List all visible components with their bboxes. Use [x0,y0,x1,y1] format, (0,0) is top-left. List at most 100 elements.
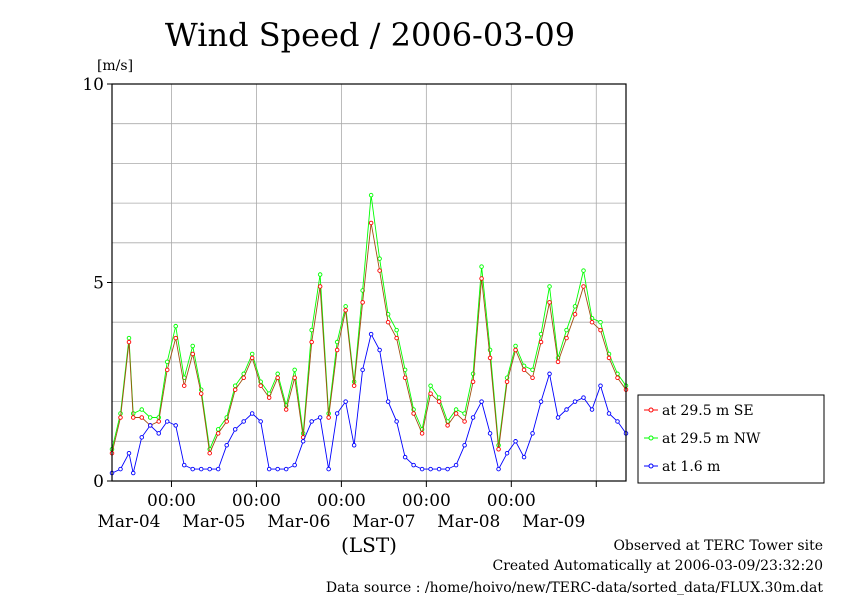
x-time-label: 00:00 [317,491,366,511]
data-point [521,367,527,373]
data-point [572,399,578,404]
grid [112,84,626,481]
data-point [334,347,340,353]
data-point [126,335,132,341]
data-point [224,443,229,448]
y-tick-label: 10 [82,75,104,95]
data-point [402,375,408,381]
data-point [326,415,331,420]
data-point [130,470,136,476]
x-time-label: 00:00 [147,491,196,511]
data-point [453,411,459,416]
data-point [207,450,212,456]
data-point [283,466,289,472]
data-point [462,419,467,424]
legend-entry: at 29.5 m NW [644,431,761,447]
data-point [283,407,289,412]
data-point [343,399,348,404]
data-point [360,300,365,305]
data-point [572,304,578,309]
data-point [589,319,595,325]
data-point [598,319,603,325]
data-point [394,419,399,424]
legend-label: at 29.5 m NW [662,431,761,447]
data-point [385,319,391,325]
x-date-label: Mar-08 [437,512,500,532]
data-point [207,466,212,472]
data-point [215,466,221,472]
data-point [564,327,569,333]
data-point [147,423,153,428]
data-point [224,419,229,424]
data-point [428,391,433,396]
data-point [139,435,144,440]
data-point [572,312,578,317]
y-axis-unit: [m/s] [97,58,133,74]
data-point [419,431,425,436]
data-point [436,466,442,472]
data-point [436,399,442,404]
legend-label: at 29.5 m SE [662,403,754,419]
data-point [598,383,603,388]
x-date-label: Mar-09 [522,512,585,532]
data-point [130,415,136,420]
data-point [394,335,399,341]
data-point [402,454,408,460]
data-point [309,339,314,345]
data-point [241,375,246,381]
data-point [564,335,569,341]
data-point [275,375,280,381]
y-tick-label: 0 [93,472,104,492]
data-point [470,371,476,377]
data-point [445,466,450,472]
data-point [530,431,535,436]
data-point [139,415,144,420]
data-point [564,407,569,412]
data-point [118,415,123,420]
data-point [126,450,132,456]
legend-entry: at 1.6 m [644,459,720,475]
data-point [266,466,272,472]
data-point [538,339,544,345]
data-point [615,419,620,424]
data-point [496,446,501,452]
data-point [394,327,399,333]
data-point [232,427,238,432]
data-point [232,387,238,392]
data-point [300,439,306,444]
x-date-label: Mar-04 [97,512,160,532]
data-point [377,256,382,261]
data-point [411,462,416,468]
data-point [547,371,552,377]
data-point [317,284,323,289]
legend-marker [648,435,654,441]
data-point [198,391,204,396]
data-point [147,415,153,420]
data-point [530,375,535,381]
data-point [368,192,374,198]
data-point [164,359,170,365]
data-point [513,439,518,444]
data-point [190,466,195,472]
data-point [164,367,170,373]
data-point [428,383,433,388]
data-point [479,399,484,404]
chart-title: Wind Speed / 2006-03-09 [165,16,575,54]
footer-site: Observed at TERC Tower site [613,538,823,554]
data-point [292,375,297,381]
data-point [258,383,263,388]
data-point [275,371,280,377]
data-point [126,339,132,345]
legend-box [637,394,825,484]
data-point [521,454,527,460]
data-point [190,343,195,349]
series-0 [109,220,629,456]
x-date-label: Mar-05 [182,512,245,532]
data-point [343,304,348,309]
data-point [368,220,374,226]
data-point [547,300,552,305]
data-point [487,355,493,361]
data-point [436,395,442,400]
